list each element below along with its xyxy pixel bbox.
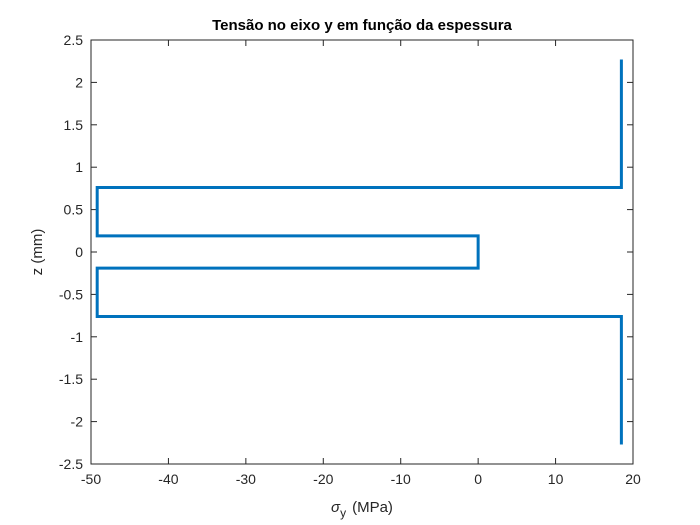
y-tick-label: -1: [71, 329, 84, 345]
y-tick-label: -0.5: [59, 286, 83, 302]
chart-title: Tensão no eixo y em função da espessura: [212, 17, 512, 34]
x-axis-symbol: σ: [331, 499, 341, 516]
x-axis-unit: (MPa): [352, 499, 393, 516]
series-line-0: [95, 59, 623, 445]
x-tick-label: -50: [81, 471, 101, 487]
y-axis-label: z (mm): [29, 229, 46, 276]
x-tick-label: -10: [391, 471, 411, 487]
ticks-layer: -50 -40 -30 -20 -10 0 10 20 -2.5 -2 -1.5 -1 -0.5 0 0.5…: [59, 32, 641, 487]
x-tick-label: -20: [313, 471, 333, 487]
plot-area: [91, 40, 633, 464]
y-tick-label: -2.5: [59, 456, 83, 472]
y-tick-label: 0.5: [64, 202, 84, 218]
plot-frame: [90, 39, 634, 465]
y-tick-label: -2: [71, 414, 84, 430]
y-tick-label: 1: [75, 159, 83, 175]
x-axis-subscript: y: [340, 506, 346, 520]
x-axis-label: σy (MPa): [331, 499, 393, 520]
y-tick-label: 2.5: [64, 32, 84, 48]
x-tick-label: 20: [625, 471, 641, 487]
x-tick-label: 10: [548, 471, 564, 487]
x-tick-label: -30: [236, 471, 256, 487]
y-tick-label: 0: [75, 244, 83, 260]
x-tick-label: -40: [158, 471, 178, 487]
series-layer: [95, 59, 623, 445]
y-tick-label: 2: [75, 74, 83, 90]
x-tick-label: 0: [474, 471, 482, 487]
y-tick-label: 1.5: [64, 117, 84, 133]
y-tick-label: -1.5: [59, 371, 83, 387]
